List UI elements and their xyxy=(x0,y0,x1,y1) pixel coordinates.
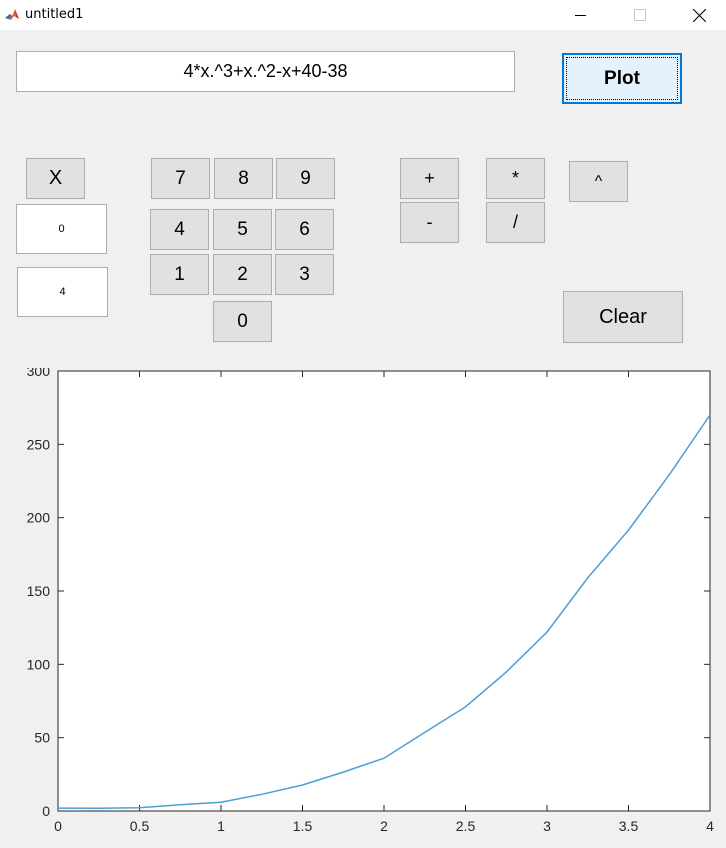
x-tick-label: 2 xyxy=(380,818,388,834)
close-icon xyxy=(692,8,706,22)
plot-button[interactable]: Plot xyxy=(562,53,682,104)
title-bar: untitled1 xyxy=(0,0,726,30)
digit-7-button[interactable]: 7 xyxy=(151,158,210,199)
minimize-icon xyxy=(575,15,586,16)
digit-8-button[interactable]: 8 xyxy=(214,158,273,199)
power-button[interactable]: ^ xyxy=(569,161,628,202)
minimize-button[interactable] xyxy=(558,0,604,30)
matlab-icon xyxy=(4,7,20,23)
x-tick-label: 2.5 xyxy=(456,818,476,834)
range-max-input[interactable]: 4 xyxy=(17,267,108,317)
digit-0-button[interactable]: 0 xyxy=(213,301,272,342)
x-tick-label: 0.5 xyxy=(130,818,150,834)
y-tick-label: 100 xyxy=(27,656,51,672)
figure-content: 4*x.^3+x.^2-x+40-38 Plot X 0 4 7 8 9 4 5… xyxy=(0,30,726,848)
digit-3-button[interactable]: 3 xyxy=(275,254,334,295)
digit-1-button[interactable]: 1 xyxy=(150,254,209,295)
clear-button[interactable]: Clear xyxy=(563,291,683,343)
x-button[interactable]: X xyxy=(26,158,85,199)
x-tick-label: 1.5 xyxy=(293,818,313,834)
maximize-icon xyxy=(634,9,646,21)
digit-5-button[interactable]: 5 xyxy=(213,209,272,250)
y-tick-label: 250 xyxy=(27,436,51,452)
maximize-button[interactable] xyxy=(617,0,663,30)
divide-button[interactable]: / xyxy=(486,202,545,243)
y-tick-label: 300 xyxy=(27,368,51,379)
y-tick-label: 150 xyxy=(27,583,51,599)
digit-2-button[interactable]: 2 xyxy=(213,254,272,295)
x-tick-label: 0 xyxy=(54,818,62,834)
x-tick-label: 3 xyxy=(543,818,551,834)
digit-4-button[interactable]: 4 xyxy=(150,209,209,250)
y-tick-label: 50 xyxy=(34,730,50,746)
plot-axes: 0 0.5 1 1.5 2 2.5 3 3.5 4 0 50 100 150 200 250 300 xyxy=(27,368,714,834)
digit-9-button[interactable]: 9 xyxy=(276,158,335,199)
y-tick-label: 200 xyxy=(27,510,51,526)
x-tick-label: 1 xyxy=(217,818,225,834)
plus-button[interactable]: + xyxy=(400,158,459,199)
window-title: untitled1 xyxy=(25,7,84,22)
x-tick-label: 3.5 xyxy=(619,818,639,834)
x-tick-label: 4 xyxy=(706,818,714,834)
multiply-button[interactable]: * xyxy=(486,158,545,199)
range-min-input[interactable]: 0 xyxy=(16,204,107,254)
y-tick-label: 0 xyxy=(42,803,50,819)
series-line-0 xyxy=(57,414,711,810)
digit-6-button[interactable]: 6 xyxy=(275,209,334,250)
expression-input[interactable]: 4*x.^3+x.^2-x+40-38 xyxy=(16,51,515,92)
axes-box xyxy=(57,370,711,812)
minus-button[interactable]: - xyxy=(400,202,459,243)
close-button[interactable] xyxy=(676,0,722,30)
